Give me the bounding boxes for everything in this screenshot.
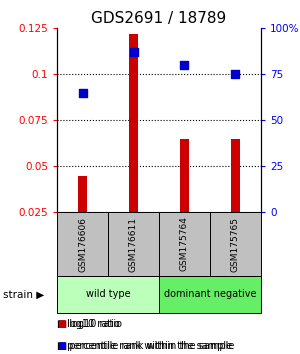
Bar (57, 276, 159, 313)
Text: ■ percentile rank within the sample: ■ percentile rank within the sample (57, 341, 234, 350)
Text: dominant negative: dominant negative (164, 289, 256, 299)
Text: percentile rank within the sample: percentile rank within the sample (64, 341, 233, 350)
Point (182, 62, 187, 68)
Point (131, 50, 136, 55)
Bar (180, 139, 189, 212)
Text: log10 ratio: log10 ratio (64, 319, 120, 329)
Bar (108, 212, 159, 276)
Bar (159, 212, 210, 276)
Bar (159, 276, 261, 313)
Text: GSM176606: GSM176606 (78, 217, 87, 272)
Text: ■: ■ (57, 319, 66, 329)
Bar (210, 212, 261, 276)
Title: GDS2691 / 18789: GDS2691 / 18789 (92, 11, 226, 26)
Text: ■ log10 ratio: ■ log10 ratio (57, 319, 122, 329)
Text: strain ▶: strain ▶ (3, 289, 44, 299)
Text: wild type: wild type (86, 289, 130, 299)
Bar (231, 139, 240, 212)
Point (233, 72, 238, 77)
Bar (57, 212, 108, 276)
Text: ■: ■ (57, 341, 66, 350)
Text: GSM176611: GSM176611 (129, 217, 138, 272)
Bar (78, 176, 87, 212)
Bar (129, 34, 138, 212)
Text: GSM175764: GSM175764 (180, 217, 189, 272)
Text: GSM175765: GSM175765 (231, 217, 240, 272)
Point (80, 90, 85, 96)
